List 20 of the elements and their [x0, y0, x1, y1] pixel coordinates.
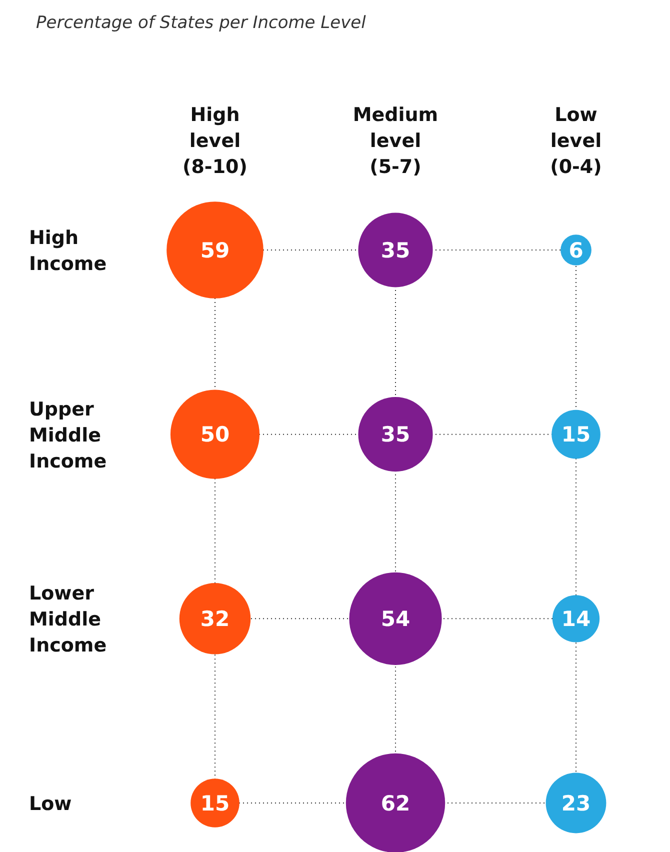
data-label: 14 — [561, 607, 591, 632]
data-label: 54 — [380, 607, 410, 632]
data-label: 32 — [200, 607, 230, 632]
data-label: 15 — [561, 422, 591, 447]
y-tick-label: Lower Middle Income — [29, 582, 107, 657]
chart-title: Percentage of States per Income Level — [36, 13, 366, 33]
data-label: 6 — [568, 238, 584, 262]
y-tick-label: Low — [29, 793, 72, 815]
x-tick-label: Medium level (5-7) — [352, 104, 438, 178]
data-label: 35 — [380, 238, 410, 262]
x-tick-label: Low level (0-4) — [550, 104, 602, 178]
data-label: 15 — [200, 791, 230, 816]
y-tick-label: Upper Middle Income — [29, 398, 107, 472]
data-label: 50 — [200, 422, 230, 447]
y-tick-label: High Income — [29, 227, 107, 275]
x-tick-label: High level (8-10) — [182, 104, 248, 178]
data-label: 59 — [200, 238, 230, 262]
data-label: 62 — [380, 791, 410, 816]
data-label: 35 — [380, 422, 410, 447]
data-label: 23 — [561, 791, 591, 816]
